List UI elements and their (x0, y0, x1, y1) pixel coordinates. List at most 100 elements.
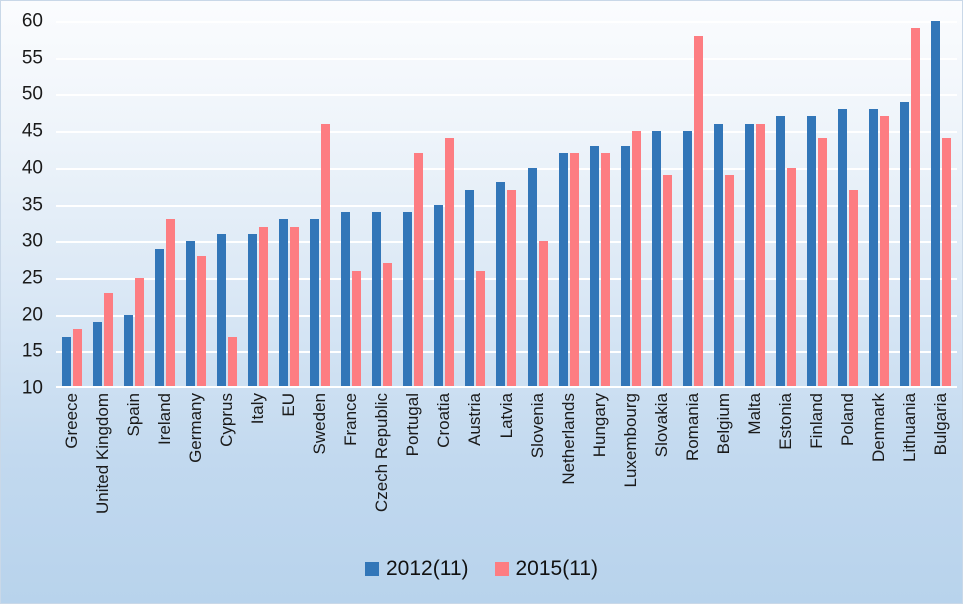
y-axis: 10 15 20 25 30 35 40 45 50 55 60 (1, 1, 51, 408)
x-axis-tick-label: Portugal (403, 393, 423, 457)
bar-bulgaria-201211 (931, 21, 941, 388)
bar-croatia-201211 (434, 204, 444, 388)
bar-portugal-201211 (403, 211, 413, 388)
bar-group (584, 21, 615, 388)
bar-ireland-201211 (154, 248, 164, 388)
legend-swatch-icon (364, 561, 379, 576)
x-axis-tick-label: Estonia (776, 393, 796, 450)
bar-greece-201211 (61, 336, 71, 388)
bar-luxembourg-201511 (631, 131, 641, 388)
legend-label: 2012(11) (385, 557, 469, 580)
bar-germany-201511 (196, 255, 206, 388)
bar-greece-201511 (72, 329, 82, 388)
bar-group (242, 21, 273, 388)
x-axis-tick-label: France (341, 393, 361, 446)
bar-estonia-201511 (787, 167, 797, 388)
bar-austria-201511 (476, 270, 486, 388)
bar-romania-201211 (682, 131, 692, 388)
x-axis-tick-label: Slovenia (527, 393, 547, 459)
bar-austria-201211 (465, 189, 475, 388)
bar-group (708, 21, 739, 388)
y-axis-tick-label: 30 (21, 230, 43, 252)
bar-italy-201211 (247, 233, 257, 388)
x-axis-tick-label: Spain (123, 393, 143, 437)
x-axis-tick-label: Romania (682, 393, 702, 462)
bar-poland-201511 (849, 189, 859, 388)
bar-spain-201211 (123, 314, 133, 388)
bar-finland-201211 (807, 116, 817, 388)
x-axis-tick-label: Ireland (154, 393, 174, 445)
bar-romania-201511 (693, 35, 703, 388)
bar-malta-201211 (745, 123, 755, 388)
x-axis-tick-label: Latvia (496, 393, 516, 439)
bar-group (491, 21, 522, 388)
x-axis-line (56, 386, 957, 388)
bar-germany-201211 (185, 241, 195, 388)
bar-cyprus-201211 (216, 233, 226, 388)
bar-finland-201511 (818, 138, 828, 388)
x-axis-tick-label: Sweden (310, 393, 330, 455)
x-axis-tick-label: EU (279, 393, 299, 417)
bar-poland-201211 (838, 109, 848, 388)
y-axis-tick-label: 20 (21, 304, 43, 326)
x-axis-tick-label: Malta (745, 393, 765, 435)
bar-group (864, 21, 895, 388)
bar-italy-201511 (258, 226, 268, 388)
bars-layer (56, 21, 957, 388)
bar-bulgaria-201511 (942, 138, 952, 388)
bar-group (833, 21, 864, 388)
bar-group (522, 21, 553, 388)
bar-denmark-201211 (869, 109, 879, 388)
y-axis-tick-label: 45 (21, 120, 43, 142)
bar-hungary-201211 (589, 145, 599, 388)
bar-group (367, 21, 398, 388)
bar-group (56, 21, 87, 388)
x-axis-tick-label: Bulgaria (931, 393, 951, 456)
chart-legend: 2012(11) 2015(11) (1, 558, 962, 579)
y-axis-tick-label: 15 (21, 340, 43, 362)
y-axis-tick-label: 10 (21, 377, 43, 399)
legend-item[interactable]: 2012(11) (364, 557, 469, 580)
bar-group (802, 21, 833, 388)
x-axis-tick-label: Hungary (589, 393, 609, 458)
y-axis-tick-label: 40 (21, 157, 43, 179)
legend-item[interactable]: 2015(11) (494, 557, 599, 580)
bar-croatia-201511 (445, 138, 455, 388)
x-axis-tick-label: Luxembourg (620, 393, 640, 488)
x-axis-tick-label: United Kingdom (92, 393, 112, 514)
bar-group (87, 21, 118, 388)
x-axis-tick-label: Germany (185, 393, 205, 463)
bar-luxembourg-201211 (620, 145, 630, 388)
bar-group (429, 21, 460, 388)
x-axis-tick-label: Lithuania (900, 393, 920, 463)
bar-lithuania-201511 (911, 28, 921, 388)
bar-united-kingdom-201211 (92, 321, 102, 388)
legend-swatch-icon (494, 561, 509, 576)
bar-united-kingdom-201511 (103, 292, 113, 388)
bar-spain-201511 (134, 277, 144, 388)
bar-group (180, 21, 211, 388)
bar-estonia-201211 (776, 116, 786, 388)
bar-hungary-201511 (600, 153, 610, 388)
bar-latvia-201511 (507, 189, 517, 388)
bar-belgium-201511 (724, 175, 734, 388)
bar-group (118, 21, 149, 388)
bar-group (336, 21, 367, 388)
bar-lithuania-201211 (900, 101, 910, 388)
bar-portugal-201511 (414, 153, 424, 388)
bar-eu-201511 (290, 226, 299, 388)
bar-group (646, 21, 677, 388)
bar-france-201211 (341, 211, 351, 388)
x-axis-tick-label: Greece (61, 393, 81, 449)
x-axis-tick-label: Cyprus (216, 393, 236, 447)
legend-label: 2015(11) (515, 557, 599, 580)
bar-group (926, 21, 957, 388)
x-axis-tick-label: Austria (465, 393, 485, 446)
bar-group (553, 21, 584, 388)
bar-czech-republic-201511 (383, 263, 393, 388)
bar-group (211, 21, 242, 388)
x-axis-tick-label: Belgium (713, 393, 733, 455)
bar-cyprus-201511 (227, 336, 237, 388)
bar-group (398, 21, 429, 388)
